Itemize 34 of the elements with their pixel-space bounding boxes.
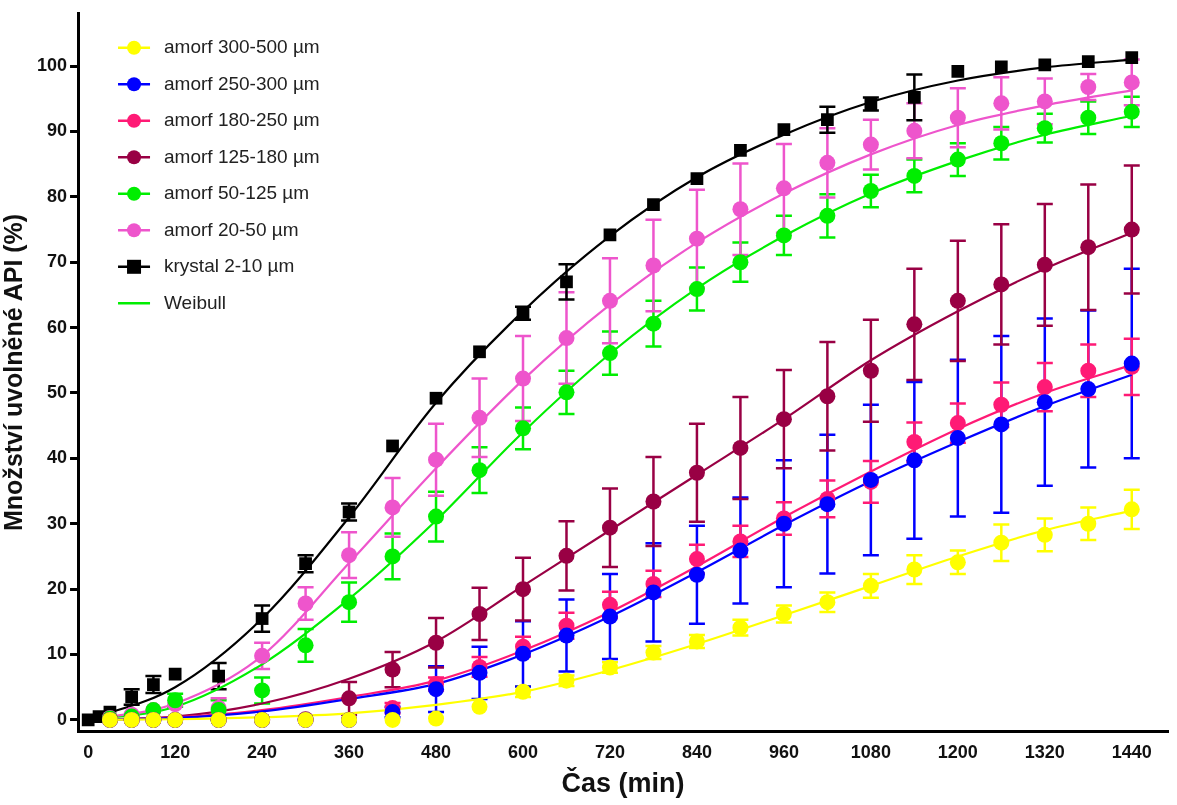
x-tick-label: 960: [768, 741, 799, 762]
y-tick-label: 20: [47, 578, 68, 599]
x-tick-label: 240: [247, 741, 278, 762]
legend-label: amorf 125-180 µm: [164, 145, 320, 167]
y-tick-label: 30: [47, 512, 68, 533]
legend-label: amorf 180-250 µm: [164, 109, 320, 131]
y-tick-label: 60: [47, 316, 68, 337]
legend-label: Weibull: [164, 291, 226, 313]
x-tick-label: 840: [681, 741, 712, 762]
y-tick-label: 0: [57, 708, 68, 729]
x-axis-title: Čas (min): [561, 767, 685, 799]
legend-label: amorf 250-300 µm: [164, 72, 320, 94]
legend-label: krystal 2-10 µm: [164, 255, 295, 277]
x-tick-label: 0: [83, 741, 94, 762]
x-tick-label: 1080: [850, 741, 891, 762]
y-tick-label: 90: [47, 120, 68, 141]
x-tick-label: 600: [507, 741, 539, 762]
y-axis-title: Množství uvolněné API (%): [0, 213, 27, 531]
legend-label: amorf 20-50 µm: [164, 218, 299, 240]
x-tick-label: 1440: [1111, 741, 1152, 762]
legend-label: amorf 300-500 µm: [164, 36, 320, 58]
x-tick-label: 360: [334, 741, 365, 762]
y-tick-label: 40: [47, 447, 68, 468]
y-tick-label: 50: [47, 381, 68, 402]
y-tick-label: 80: [47, 185, 68, 206]
x-tick-label: 1320: [1024, 741, 1065, 762]
legend-label: amorf 50-125 µm: [164, 182, 310, 204]
x-tick-label: 720: [594, 741, 625, 762]
x-tick-label: 480: [421, 741, 452, 762]
y-tick-label: 70: [47, 251, 68, 272]
y-tick-label: 100: [36, 55, 68, 76]
y-tick-label: 10: [47, 643, 68, 664]
x-tick-label: 120: [160, 741, 191, 762]
x-tick-label: 1200: [937, 741, 978, 762]
